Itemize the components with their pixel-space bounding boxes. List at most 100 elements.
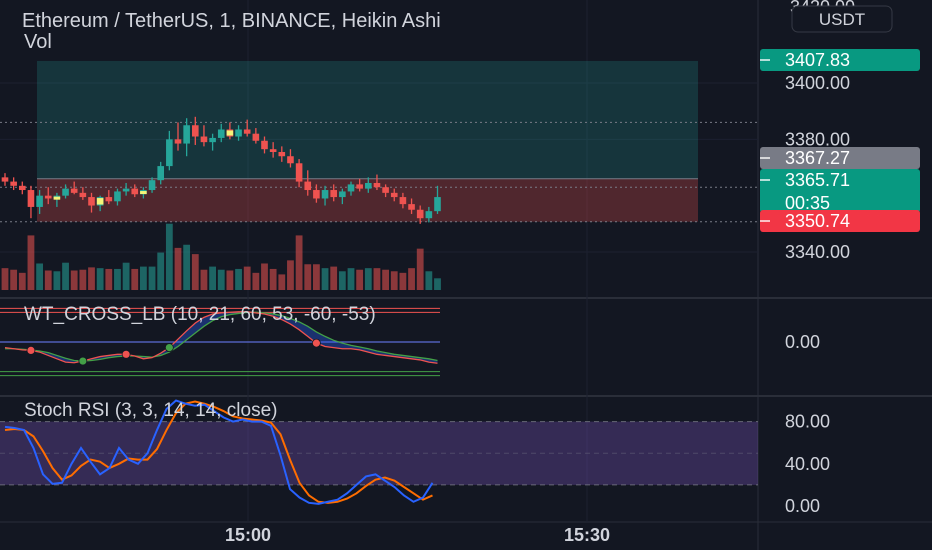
candle[interactable] (313, 184, 320, 203)
candle[interactable] (27, 185, 35, 219)
candle[interactable] (200, 125, 208, 147)
volume-bar (338, 271, 346, 290)
currency-label: USDT (819, 10, 865, 29)
candle[interactable] (36, 190, 43, 214)
candle[interactable] (62, 184, 69, 199)
volume-bar (79, 269, 87, 290)
candle[interactable] (434, 185, 441, 214)
candle[interactable] (105, 190, 113, 205)
candle-body (27, 190, 35, 207)
candle[interactable] (373, 174, 381, 191)
volume-bar (114, 268, 121, 290)
wt-cross-pane[interactable] (0, 307, 440, 377)
candle[interactable] (321, 185, 329, 206)
candle[interactable] (304, 170, 312, 196)
candle[interactable] (114, 188, 121, 206)
volume-bar (217, 269, 225, 290)
candle[interactable] (140, 187, 147, 199)
candle-body (252, 133, 260, 141)
candle-body (217, 129, 225, 138)
candle-body (373, 182, 381, 188)
candle[interactable] (174, 122, 182, 151)
volume-bar (140, 266, 147, 290)
candle[interactable] (79, 187, 87, 200)
candle-body (122, 188, 130, 192)
stoch-rsi-pane[interactable] (0, 399, 758, 505)
position-profit-zone[interactable] (37, 60, 698, 179)
chart-title: Ethereum / TetherUS, 1, BINANCE, Heikin … (22, 10, 441, 32)
price-axis-label: 3340.00 (785, 242, 850, 262)
candle-body (79, 192, 87, 198)
volume-bar (44, 270, 52, 290)
candle[interactable] (10, 177, 17, 191)
candle[interactable] (382, 184, 389, 198)
price-pane[interactable] (0, 60, 758, 290)
candle-body (192, 125, 199, 137)
volume-bar (313, 264, 320, 290)
candle[interactable] (157, 161, 164, 185)
price-tag-label: 3365.71 (785, 170, 850, 190)
price-tag-label: 3407.83 (785, 50, 850, 70)
vol-label: Vol (24, 31, 52, 53)
price-tag-bg (760, 49, 920, 71)
volume-bar (27, 235, 35, 290)
candle[interactable] (399, 192, 407, 209)
candle[interactable] (252, 128, 260, 144)
wt-cross-marker (78, 356, 88, 366)
candle[interactable] (356, 178, 363, 192)
volume-bar (18, 272, 26, 290)
candle-body (382, 187, 389, 193)
candle[interactable] (235, 125, 242, 141)
volume-bar (321, 268, 329, 290)
candle[interactable] (295, 159, 303, 188)
candle[interactable] (278, 146, 286, 162)
candle[interactable] (88, 192, 95, 213)
candle-body (131, 188, 139, 195)
candle[interactable] (53, 192, 61, 207)
candle[interactable] (1, 173, 9, 186)
candle-body (62, 188, 69, 196)
position-tool[interactable] (0, 60, 758, 223)
candle[interactable] (217, 123, 225, 143)
stoch-axis-label: 40.00 (785, 454, 830, 474)
candle[interactable] (243, 119, 251, 137)
candle-body (295, 163, 303, 182)
candle-body (19, 185, 26, 191)
candles[interactable] (1, 116, 441, 224)
volume-bar (62, 262, 69, 290)
time-axis[interactable]: 15:00 15:30 (225, 525, 610, 545)
wt-cross-marker (26, 345, 36, 355)
volume-bar (191, 254, 199, 290)
candle[interactable] (19, 181, 26, 195)
volume-bar (269, 268, 277, 290)
candle[interactable] (122, 182, 130, 196)
currency-button[interactable]: USDT (791, 5, 893, 33)
candle[interactable] (408, 198, 415, 214)
candle[interactable] (183, 118, 190, 157)
candle-body (390, 192, 398, 198)
candle[interactable] (148, 177, 156, 193)
candle[interactable] (287, 149, 294, 168)
candle[interactable] (44, 187, 52, 205)
candle[interactable] (425, 206, 433, 223)
price-axis-label: 3380.00 (785, 129, 850, 149)
candle[interactable] (330, 184, 337, 202)
candle[interactable] (339, 188, 346, 205)
candle[interactable] (261, 136, 268, 154)
stoch-d-line (4, 400, 433, 504)
candle[interactable] (347, 181, 355, 196)
candle[interactable] (131, 184, 139, 198)
price-tag-bg (760, 210, 920, 232)
candle[interactable] (209, 133, 216, 151)
candle[interactable] (70, 181, 78, 195)
candle[interactable] (192, 116, 199, 145)
candle[interactable] (226, 122, 234, 140)
volume-bar (88, 267, 95, 290)
candle[interactable] (166, 130, 173, 171)
candle[interactable] (96, 195, 104, 212)
candle[interactable] (269, 142, 277, 158)
candle[interactable] (416, 205, 424, 224)
candle[interactable] (365, 177, 372, 193)
candle[interactable] (390, 188, 398, 202)
